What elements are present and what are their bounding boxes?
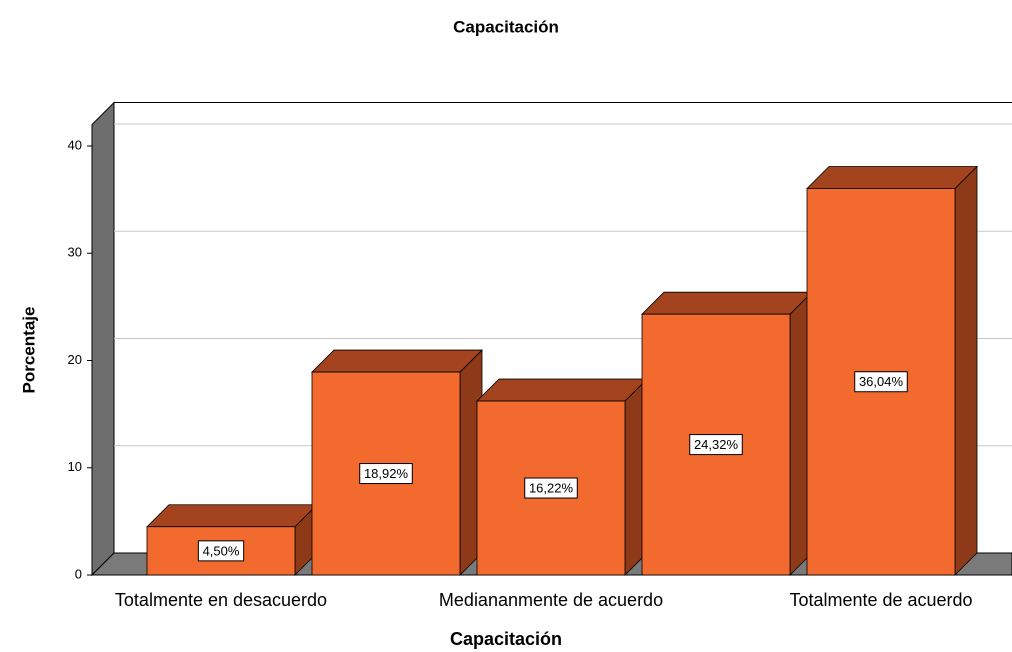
bar-top — [311, 349, 483, 373]
value-label: 4,50% — [203, 543, 240, 558]
value-label-box — [524, 477, 578, 499]
bar-top — [476, 378, 648, 402]
x-axis-title: Capacitación — [450, 629, 562, 649]
y-tick-label: 30 — [68, 245, 82, 260]
y-tick-label: 0 — [75, 566, 82, 581]
bar-top — [146, 504, 318, 528]
x-tick-label: Mediananmente de acuerdo — [439, 590, 663, 610]
bar-top — [641, 291, 813, 315]
chart-title: Capacitación — [453, 17, 559, 36]
y-axis-title: Porcentaje — [19, 307, 38, 394]
back-wall-edge — [113, 102, 1012, 553]
bar-top — [806, 166, 978, 189]
y-tick-label: 10 — [68, 459, 82, 474]
value-label-box — [689, 434, 743, 456]
value-label-box — [359, 463, 413, 485]
value-label: 24,32% — [694, 437, 739, 452]
value-label-box — [197, 540, 245, 562]
y-tick-label: 40 — [68, 137, 82, 152]
x-tick-label: Totalmente en desacuerdo — [115, 590, 327, 610]
value-label: 18,92% — [364, 466, 409, 481]
value-label: 36,04% — [859, 374, 904, 389]
value-label-box — [854, 371, 908, 393]
x-tick-label: Totalmente de acuerdo — [789, 590, 972, 610]
value-label: 16,22% — [529, 480, 574, 495]
y-tick-label: 20 — [68, 352, 82, 367]
bar-side — [954, 165, 978, 576]
left-wall — [91, 101, 115, 577]
